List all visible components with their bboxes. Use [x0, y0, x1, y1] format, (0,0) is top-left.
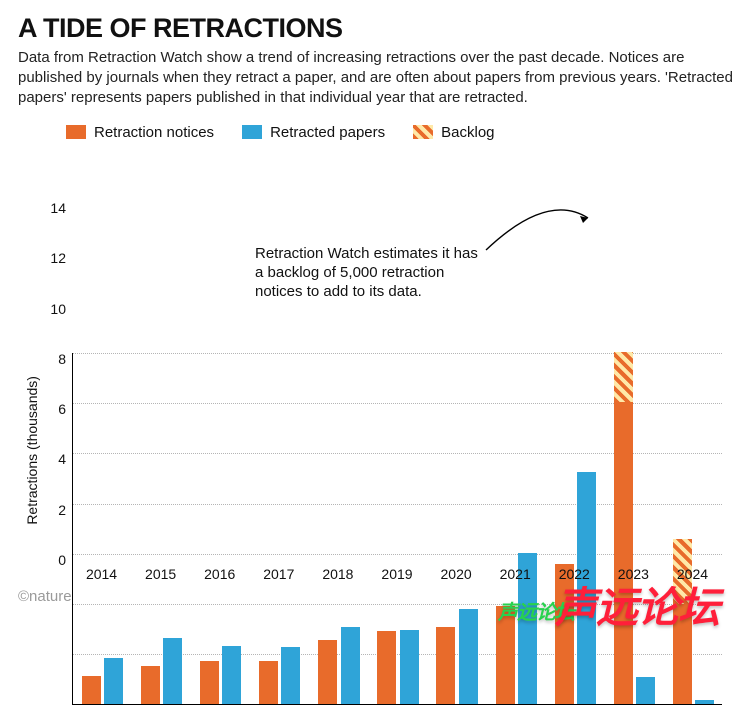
- legend-label: Backlog: [441, 124, 494, 141]
- legend-swatch-papers: [242, 125, 262, 139]
- y-tick: 8: [42, 351, 66, 367]
- bar-retracted-papers: [636, 677, 655, 703]
- bar-retraction-notices: [614, 402, 633, 704]
- y-tick: 14: [42, 200, 66, 216]
- bar-retracted-papers: [222, 646, 241, 704]
- plot-area: [72, 353, 722, 705]
- x-tick: 2015: [145, 566, 176, 582]
- y-axis-label: Retractions (thousands): [24, 376, 40, 525]
- bar-retraction-notices: [82, 676, 101, 704]
- chart-title: A TIDE OF RETRACTIONS: [18, 14, 733, 42]
- y-tick: 12: [42, 250, 66, 266]
- y-tick: 0: [42, 552, 66, 568]
- bar-retracted-papers: [163, 638, 182, 703]
- bar-retraction-notices: [259, 661, 278, 704]
- bar-retracted-papers: [104, 658, 123, 703]
- legend-label: Retraction notices: [94, 124, 214, 141]
- bar-retracted-papers: [281, 647, 300, 704]
- bar-backlog: [614, 352, 633, 402]
- x-tick: 2022: [559, 566, 590, 582]
- watermark-main: 声远论坛: [555, 574, 719, 635]
- annotation-text: Retraction Watch estimates it has a back…: [255, 244, 490, 302]
- bar-retracted-papers: [695, 700, 714, 704]
- x-tick: 2020: [441, 566, 472, 582]
- bar-retracted-papers: [341, 627, 360, 704]
- legend-swatch-backlog: [413, 125, 433, 139]
- legend-item-backlog: Backlog: [413, 124, 494, 141]
- y-tick: 2: [42, 502, 66, 518]
- bar-retraction-notices: [200, 661, 219, 704]
- source-credit: ©nature: [18, 588, 72, 605]
- x-tick: 2024: [677, 566, 708, 582]
- legend-item-notices: Retraction notices: [66, 124, 214, 141]
- x-tick: 2014: [86, 566, 117, 582]
- x-tick: 2016: [204, 566, 235, 582]
- x-tick: 2018: [322, 566, 353, 582]
- legend-item-papers: Retracted papers: [242, 124, 385, 141]
- y-tick: 10: [42, 301, 66, 317]
- bar-retraction-notices: [377, 631, 396, 704]
- bar-retracted-papers: [459, 609, 478, 703]
- y-tick: 6: [42, 401, 66, 417]
- y-tick: 4: [42, 451, 66, 467]
- legend-swatch-notices: [66, 125, 86, 139]
- x-tick: 2019: [381, 566, 412, 582]
- bar-retraction-notices: [318, 640, 337, 704]
- x-tick: 2021: [500, 566, 531, 582]
- bar-retracted-papers: [400, 630, 419, 704]
- chart-subtitle: Data from Retraction Watch show a trend …: [18, 48, 733, 107]
- bar-retraction-notices: [141, 666, 160, 704]
- bar-retraction-notices: [436, 627, 455, 704]
- x-tick: 2017: [263, 566, 294, 582]
- x-tick: 2023: [618, 566, 649, 582]
- legend-label: Retracted papers: [270, 124, 385, 141]
- legend: Retraction notices Retracted papers Back…: [66, 124, 733, 141]
